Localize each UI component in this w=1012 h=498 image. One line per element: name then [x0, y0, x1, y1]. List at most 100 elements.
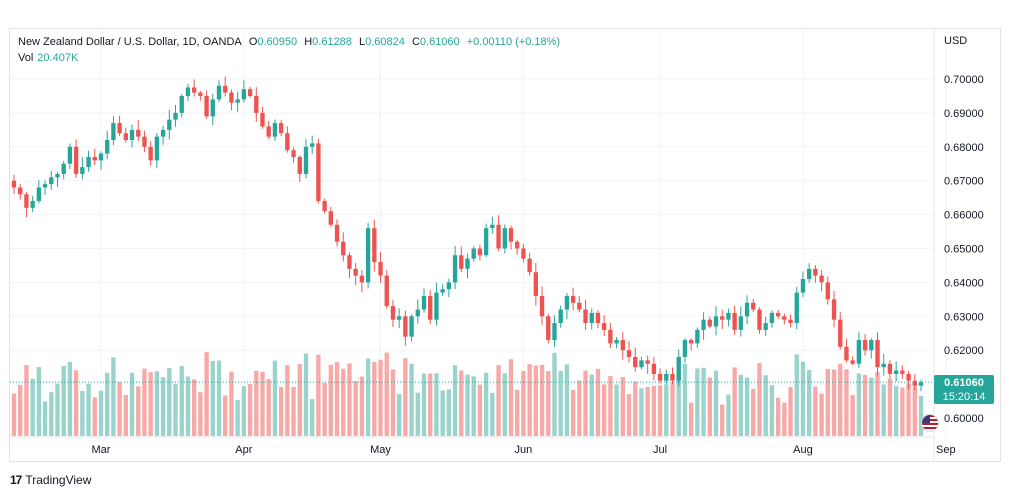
candle-body — [620, 340, 625, 351]
volume-label[interactable]: Vol — [18, 52, 34, 64]
volume-bar — [86, 383, 91, 436]
volume-bar — [775, 397, 781, 436]
volume-bar — [564, 364, 570, 436]
candle-body — [446, 282, 452, 290]
volume-bar — [421, 373, 427, 436]
volume-bar — [856, 373, 862, 436]
candle-body — [160, 129, 166, 137]
candle-body — [471, 248, 476, 259]
volume-bar — [80, 390, 85, 436]
candle-body — [763, 323, 768, 330]
volume-bar — [260, 371, 265, 436]
volume-bar — [813, 386, 818, 436]
high-label: H — [304, 36, 313, 48]
tradingview-logo[interactable]: 17 TradingView — [10, 473, 91, 487]
volume-bar — [390, 369, 396, 436]
candle-body — [862, 340, 868, 351]
volume-bar — [67, 361, 73, 436]
candle-body — [856, 340, 862, 364]
y-tick-label: 0.60000 — [944, 413, 984, 425]
candle-body — [782, 316, 787, 320]
volume-bar — [807, 369, 812, 436]
volume-bar — [378, 359, 383, 436]
volume-bar — [241, 386, 247, 436]
y-tick-label: 0.62000 — [944, 345, 984, 357]
candle-body — [775, 312, 781, 317]
candle-body — [80, 167, 85, 174]
volume-bar — [61, 365, 66, 436]
candle-body — [490, 224, 495, 229]
candle-body — [241, 89, 247, 100]
candle-body — [887, 363, 893, 374]
currency-label[interactable]: USD — [944, 35, 968, 47]
candle-body — [813, 268, 818, 276]
candle-body — [769, 312, 775, 324]
volume-bar — [496, 365, 501, 436]
candle-body — [421, 295, 427, 310]
x-tick-label: Aug — [793, 444, 813, 456]
volume-bar — [589, 374, 594, 436]
candle-body — [191, 87, 197, 93]
volume-bar — [738, 374, 744, 436]
candle-body — [86, 156, 91, 168]
candle-body — [303, 146, 309, 174]
candle-body — [539, 295, 545, 317]
candle-body — [347, 255, 352, 269]
volume-bar — [36, 367, 42, 436]
candle-body — [291, 150, 296, 157]
low-value: 0.60824 — [365, 36, 405, 48]
candle-body — [372, 228, 377, 263]
candle-body — [365, 228, 371, 283]
candle-body — [272, 123, 278, 137]
candle-body — [105, 140, 110, 154]
volume-bar — [732, 367, 737, 436]
volume-bar — [583, 370, 588, 436]
open-value: 0.60950 — [257, 36, 298, 48]
candle-body — [185, 87, 191, 96]
volume-bar — [428, 373, 433, 436]
candle-body — [738, 316, 744, 330]
volume-bar — [11, 393, 17, 436]
candle-body — [875, 340, 880, 368]
candle-body — [496, 224, 501, 249]
volume-bar — [670, 383, 675, 436]
volume-bar — [160, 377, 166, 436]
volume-bar — [471, 376, 476, 436]
volume-bar — [136, 386, 141, 436]
volume-bar — [123, 394, 128, 436]
volume-bar — [111, 357, 116, 436]
volume-bar — [459, 370, 464, 436]
volume-bar — [639, 388, 644, 436]
volume-bar — [278, 386, 284, 436]
volume-bar — [614, 384, 619, 436]
volume-value: 20.407K — [37, 52, 79, 64]
candle-body — [359, 275, 365, 283]
volume-bar — [626, 394, 632, 436]
candle-body — [626, 350, 632, 357]
candle-body — [900, 370, 905, 374]
candle-body — [508, 228, 514, 242]
candle-body — [577, 302, 582, 310]
volume-bar — [875, 372, 880, 436]
volume-bar — [216, 360, 222, 436]
close-value: 0.61060 — [419, 36, 460, 48]
x-tick-label: Jun — [515, 444, 533, 456]
y-tick-label: 0.70000 — [944, 74, 984, 86]
volume-bar — [477, 384, 483, 436]
candle-body — [179, 95, 184, 113]
change-value: +0.00110 (+0.18%) — [466, 36, 561, 48]
candle-body — [869, 340, 874, 351]
candle-body — [229, 92, 234, 103]
candle-body — [614, 340, 619, 344]
volume-bar — [558, 370, 563, 436]
candle-body — [428, 295, 433, 320]
symbol-title[interactable]: New Zealand Dollar / U.S. Dollar, 1D, OA… — [18, 36, 242, 48]
candle-body — [316, 143, 321, 202]
volume-bar — [285, 365, 290, 436]
candle-body — [713, 316, 719, 327]
candle-body — [173, 112, 178, 120]
candle-body — [154, 136, 160, 161]
volume-bar — [533, 365, 539, 436]
tradingview-icon: 17 — [10, 473, 22, 487]
